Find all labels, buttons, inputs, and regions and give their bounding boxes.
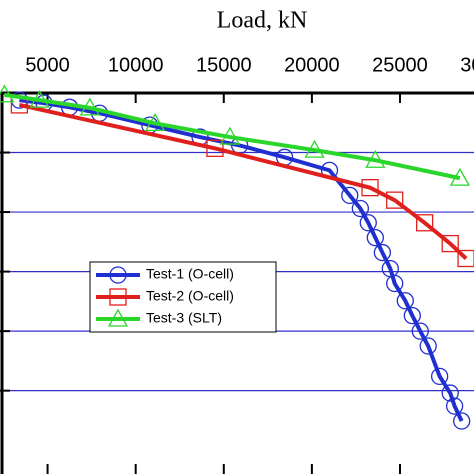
x-tick-label: 30000 (460, 54, 474, 76)
x-tick-label: 20000 (284, 54, 340, 76)
series-line (4, 92, 461, 181)
marker (445, 397, 464, 415)
marker (29, 89, 50, 108)
marker (79, 97, 100, 116)
marker (457, 249, 474, 268)
marker (365, 149, 386, 168)
marker (441, 384, 459, 402)
marker (304, 139, 325, 158)
marker (144, 113, 166, 132)
chart-title: Load, kN (217, 8, 308, 34)
marker (359, 214, 377, 232)
marker (430, 367, 449, 386)
marker (403, 306, 421, 325)
marker (411, 322, 429, 340)
marker (386, 274, 404, 293)
marker (341, 186, 359, 205)
x-tick-label: 25000 (372, 54, 428, 76)
marker (219, 126, 241, 145)
marker (107, 308, 129, 327)
legend-label: Test-2 (O-cell) (146, 288, 234, 304)
marker (109, 266, 127, 284)
marker (419, 337, 437, 355)
marker (449, 167, 471, 186)
marker (453, 412, 471, 430)
marker (109, 288, 127, 306)
marker (351, 199, 369, 218)
x-tick-label: 10000 (108, 54, 164, 76)
marker (441, 234, 459, 253)
legend: Test-1 (O-cell) Test-2 (O-cell) Test-3 (SL… (89, 261, 277, 333)
marker (373, 243, 392, 262)
x-tick-label: 15000 (196, 54, 252, 76)
marker (386, 191, 404, 209)
marker (396, 292, 414, 310)
series-line (18, 102, 468, 260)
marker (361, 179, 379, 197)
legend-label: Test-3 (SLT) (146, 310, 222, 326)
marker (416, 214, 434, 232)
marker (206, 139, 224, 158)
marker (366, 229, 384, 247)
marker (0, 84, 15, 103)
series-line (19, 98, 464, 422)
x-tick-label: 5000 (25, 54, 70, 76)
legend-label: Test-1 (O-cell) (146, 266, 234, 282)
